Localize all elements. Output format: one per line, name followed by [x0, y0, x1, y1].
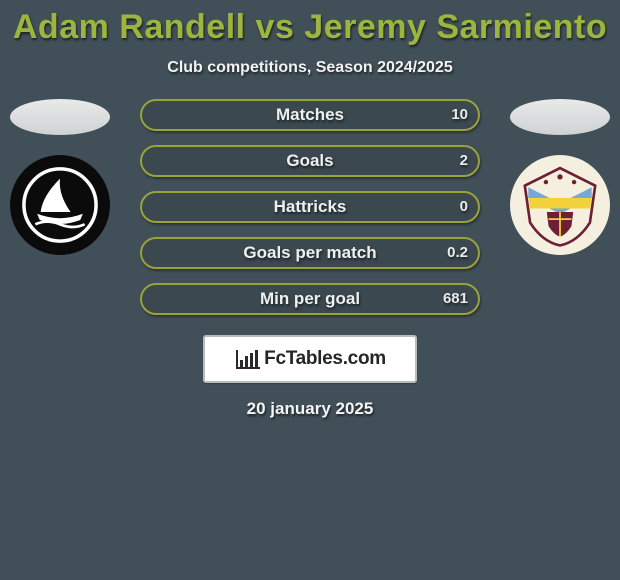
player-left [0, 99, 120, 255]
player-right [500, 99, 620, 255]
stat-label: Matches [142, 101, 478, 129]
stat-row-goals-per-match: Goals per match 0.2 [140, 237, 480, 269]
subtitle: Club competitions, Season 2024/2025 [0, 59, 620, 77]
comparison-card: Adam Randell vs Jeremy Sarmiento Club co… [0, 0, 620, 580]
stat-right-value: 2 [460, 147, 468, 175]
stat-row-hattricks: Hattricks 0 [140, 191, 480, 223]
stat-right-value: 681 [443, 285, 468, 313]
content-row: Matches 10 Goals 2 Hattricks 0 Goals per… [0, 99, 620, 327]
stats-block: Matches 10 Goals 2 Hattricks 0 Goals per… [140, 99, 480, 329]
brand-text: FcTables.com [264, 348, 386, 370]
stat-row-matches: Matches 10 [140, 99, 480, 131]
player-left-crest [10, 155, 110, 255]
player-right-crest [510, 155, 610, 255]
player-right-silhouette [510, 99, 610, 135]
page-title: Adam Randell vs Jeremy Sarmiento [0, 0, 620, 47]
plymouth-crest-icon [16, 161, 104, 249]
stat-label: Min per goal [142, 285, 478, 313]
stat-right-value: 10 [451, 101, 468, 129]
brand-badge: FcTables.com [203, 335, 417, 383]
bar-chart-icon [234, 348, 262, 370]
stat-row-min-per-goal: Min per goal 681 [140, 283, 480, 315]
stat-right-value: 0 [460, 193, 468, 221]
stat-label: Hattricks [142, 193, 478, 221]
player-left-silhouette [10, 99, 110, 135]
stat-right-value: 0.2 [447, 239, 468, 267]
burnley-crest-icon [516, 161, 604, 249]
footer-date: 20 january 2025 [0, 399, 620, 419]
stat-label: Goals per match [142, 239, 478, 267]
stat-row-goals: Goals 2 [140, 145, 480, 177]
stat-label: Goals [142, 147, 478, 175]
